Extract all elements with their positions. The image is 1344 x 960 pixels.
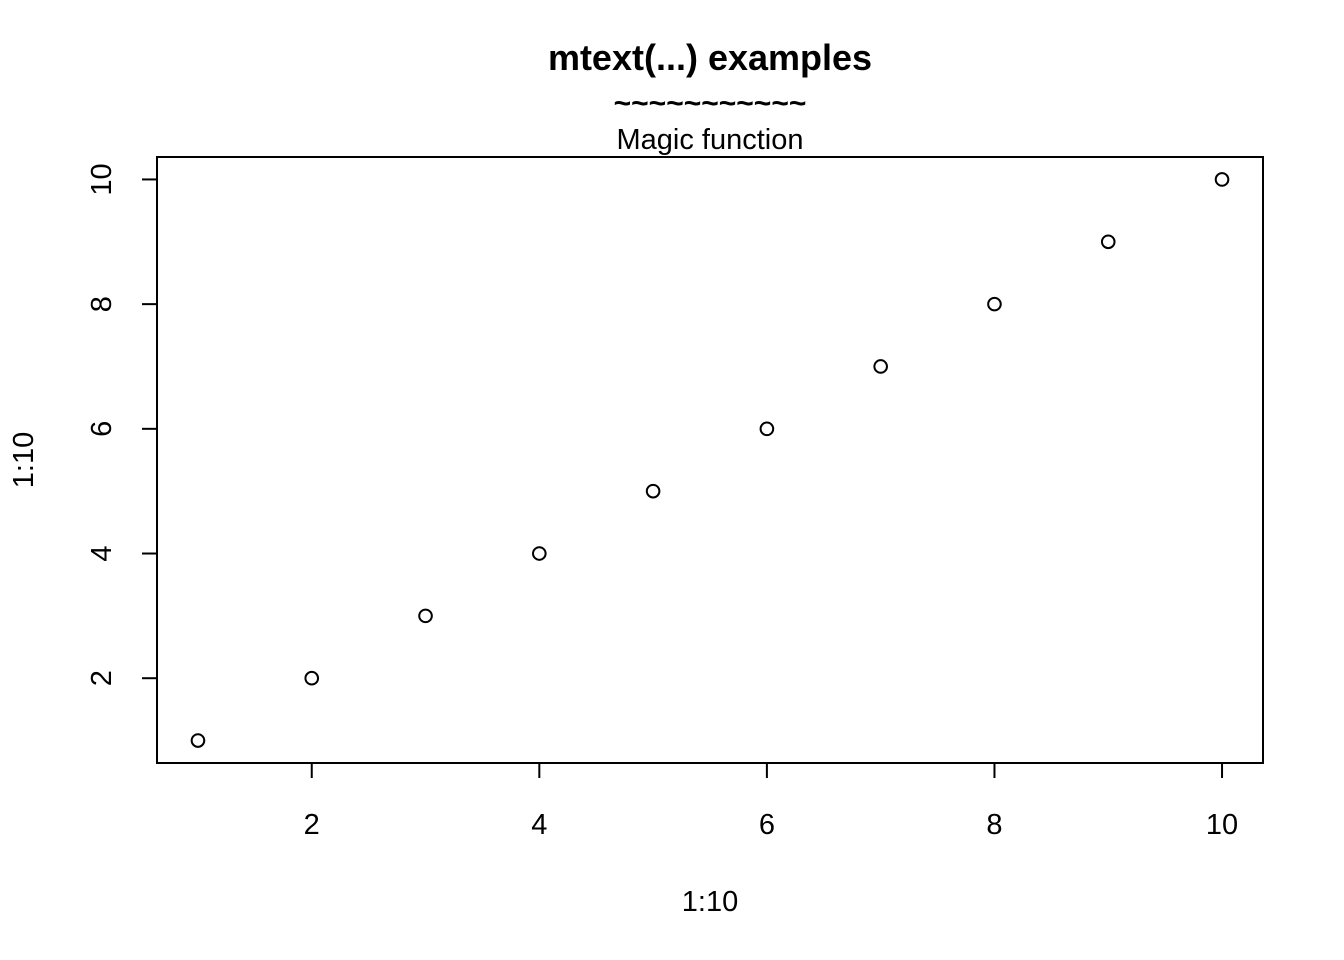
x-tick-label: 2: [304, 809, 320, 841]
chart-mtext-line: ~~~~~~~~~~~: [614, 87, 807, 120]
data-point: [645, 483, 661, 499]
data-point: [987, 296, 1002, 312]
data-point: [759, 421, 775, 437]
x-tick-label: 8: [986, 809, 1002, 841]
chart-subtitle: Magic function: [617, 124, 804, 156]
x-tick-label: 6: [759, 809, 775, 841]
chart-title: mtext(...) examples: [548, 37, 872, 78]
y-axis-label: 1:10: [8, 432, 40, 488]
y-axis: 2 4 6 8 10: [86, 163, 158, 686]
data-point: [1100, 234, 1116, 250]
x-axis-label: 1:10: [682, 886, 738, 918]
plot-frame: [156, 156, 1264, 764]
x-tick-label: 10: [1206, 809, 1238, 841]
data-points: [190, 172, 1230, 748]
y-tick-label: 4: [86, 545, 118, 561]
x-axis: 2 4 6 8 10: [304, 762, 1238, 841]
data-point: [1214, 172, 1230, 187]
y-tick-label: 8: [86, 296, 118, 312]
data-point: [532, 546, 547, 561]
y-tick-label: 2: [86, 670, 118, 686]
data-point: [873, 359, 888, 374]
y-tick-label: 6: [86, 421, 118, 437]
x-tick-label: 4: [531, 809, 547, 841]
data-point: [190, 733, 206, 748]
y-tick-label: 10: [86, 163, 118, 195]
data-point: [304, 670, 320, 686]
data-point: [418, 608, 433, 624]
